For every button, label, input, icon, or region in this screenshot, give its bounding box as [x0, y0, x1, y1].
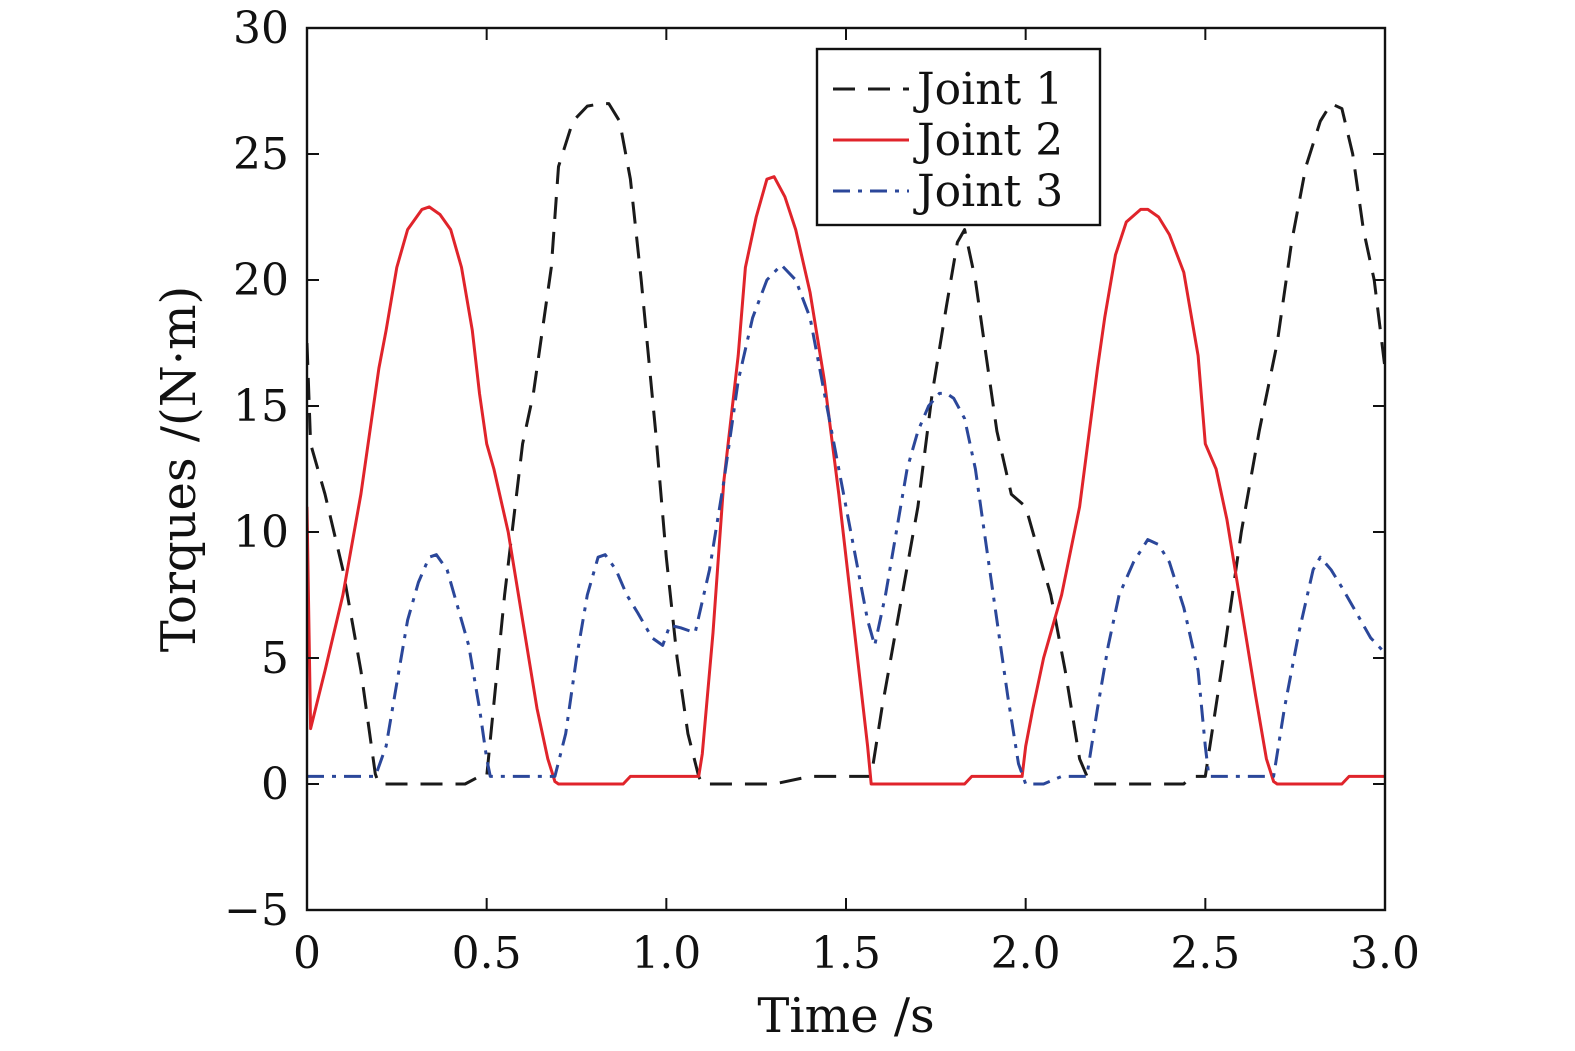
- y-tick-label: −5: [224, 885, 289, 936]
- legend-label-joint-1: Joint 1: [913, 64, 1063, 115]
- x-axis-title: Time /s: [757, 988, 934, 1044]
- legend-label-joint-3: Joint 3: [913, 166, 1063, 217]
- y-tick-label: 10: [233, 507, 289, 558]
- y-tick-label: 5: [261, 633, 289, 684]
- y-axis-title: Torques /(N·m): [151, 286, 207, 652]
- series-line-joint-3: [307, 263, 1385, 786]
- ticks-layer: [306, 27, 1386, 911]
- series-layer: [307, 102, 1385, 786]
- series-line-joint-1: [307, 102, 1385, 786]
- y-tick-label: 30: [233, 3, 289, 54]
- y-tick-label: 20: [233, 255, 289, 306]
- x-tick-label: 3.0: [1350, 928, 1420, 979]
- x-tick-label: 1.0: [631, 928, 701, 979]
- x-tick-label: 1.5: [811, 928, 881, 979]
- y-tick-label: 0: [261, 759, 289, 810]
- x-tick-label: 2.0: [991, 928, 1061, 979]
- legend-label-joint-2: Joint 2: [913, 115, 1063, 166]
- x-tick-label: 0.5: [452, 928, 522, 979]
- y-tick-label: 15: [233, 381, 289, 432]
- series-line-joint-2: [307, 175, 1385, 786]
- y-tick-label: 25: [233, 129, 289, 180]
- legend-box: [815, 47, 1102, 227]
- x-tick-label: 0: [293, 928, 321, 979]
- x-tick-label: 2.5: [1170, 928, 1240, 979]
